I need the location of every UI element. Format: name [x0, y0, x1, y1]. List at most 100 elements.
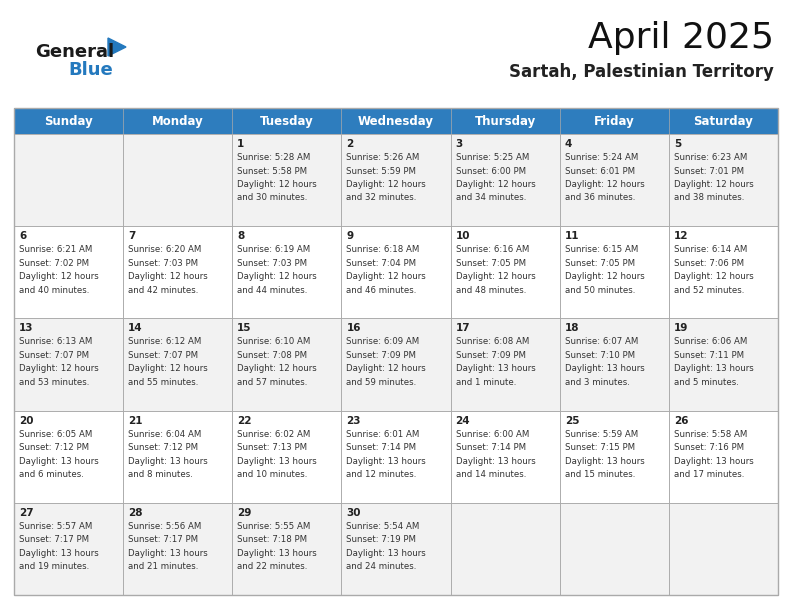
Text: Daylight: 13 hours: Daylight: 13 hours	[674, 364, 754, 373]
Text: Sunset: 7:13 PM: Sunset: 7:13 PM	[238, 443, 307, 452]
Text: Daylight: 13 hours: Daylight: 13 hours	[455, 364, 535, 373]
Bar	[451, 108, 560, 134]
Text: Sunrise: 6:04 AM: Sunrise: 6:04 AM	[128, 430, 201, 439]
Text: Sunrise: 6:18 AM: Sunrise: 6:18 AM	[346, 245, 420, 254]
Bar	[232, 134, 341, 226]
Text: Daylight: 13 hours: Daylight: 13 hours	[565, 457, 645, 466]
Text: April 2025: April 2025	[588, 21, 774, 55]
Text: Sunrise: 6:12 AM: Sunrise: 6:12 AM	[128, 337, 201, 346]
Text: and 21 minutes.: and 21 minutes.	[128, 562, 199, 571]
Bar	[232, 503, 341, 595]
Text: Sunrise: 6:23 AM: Sunrise: 6:23 AM	[674, 153, 747, 162]
Text: Sunrise: 6:20 AM: Sunrise: 6:20 AM	[128, 245, 201, 254]
Text: 11: 11	[565, 231, 579, 241]
Text: 23: 23	[346, 416, 361, 425]
Text: 17: 17	[455, 323, 470, 334]
Text: Sunset: 7:06 PM: Sunset: 7:06 PM	[674, 259, 744, 267]
Text: 26: 26	[674, 416, 688, 425]
Text: and 15 minutes.: and 15 minutes.	[565, 470, 635, 479]
Text: Sunrise: 6:06 AM: Sunrise: 6:06 AM	[674, 337, 747, 346]
Text: 5: 5	[674, 139, 681, 149]
Text: Sunset: 7:03 PM: Sunset: 7:03 PM	[128, 259, 198, 267]
Text: Daylight: 12 hours: Daylight: 12 hours	[238, 180, 317, 189]
Text: Sunrise: 6:15 AM: Sunrise: 6:15 AM	[565, 245, 638, 254]
Text: Thursday: Thursday	[474, 114, 535, 127]
Text: and 55 minutes.: and 55 minutes.	[128, 378, 199, 387]
Text: Sunset: 7:14 PM: Sunset: 7:14 PM	[346, 443, 417, 452]
Text: Sunset: 5:59 PM: Sunset: 5:59 PM	[346, 166, 417, 176]
Text: Daylight: 13 hours: Daylight: 13 hours	[19, 549, 99, 558]
Bar	[669, 411, 778, 503]
Text: and 52 minutes.: and 52 minutes.	[674, 286, 744, 295]
Bar	[560, 411, 669, 503]
Text: and 17 minutes.: and 17 minutes.	[674, 470, 744, 479]
Text: Sunrise: 6:13 AM: Sunrise: 6:13 AM	[19, 337, 93, 346]
Text: Daylight: 12 hours: Daylight: 12 hours	[455, 272, 535, 281]
Text: Sunset: 7:09 PM: Sunset: 7:09 PM	[346, 351, 417, 360]
Text: Daylight: 13 hours: Daylight: 13 hours	[346, 457, 426, 466]
Bar	[451, 503, 560, 595]
Text: 9: 9	[346, 231, 353, 241]
Bar	[232, 108, 341, 134]
Text: 30: 30	[346, 508, 361, 518]
Text: Sunday: Sunday	[44, 114, 93, 127]
Text: and 1 minute.: and 1 minute.	[455, 378, 516, 387]
Text: Sunset: 7:01 PM: Sunset: 7:01 PM	[674, 166, 744, 176]
Text: and 19 minutes.: and 19 minutes.	[19, 562, 89, 571]
Text: and 8 minutes.: and 8 minutes.	[128, 470, 193, 479]
Text: Sunset: 7:05 PM: Sunset: 7:05 PM	[455, 259, 526, 267]
Text: Sunset: 7:10 PM: Sunset: 7:10 PM	[565, 351, 635, 360]
Bar	[451, 134, 560, 226]
Text: Daylight: 12 hours: Daylight: 12 hours	[128, 364, 208, 373]
Text: 18: 18	[565, 323, 579, 334]
Text: and 38 minutes.: and 38 minutes.	[674, 193, 744, 203]
Text: Sunrise: 5:28 AM: Sunrise: 5:28 AM	[238, 153, 310, 162]
Text: and 12 minutes.: and 12 minutes.	[346, 470, 417, 479]
Text: General: General	[35, 43, 114, 61]
Text: and 5 minutes.: and 5 minutes.	[674, 378, 739, 387]
Bar	[232, 226, 341, 318]
Bar	[14, 503, 123, 595]
Text: and 3 minutes.: and 3 minutes.	[565, 378, 630, 387]
Text: Sunrise: 5:24 AM: Sunrise: 5:24 AM	[565, 153, 638, 162]
Text: and 59 minutes.: and 59 minutes.	[346, 378, 417, 387]
Text: Sunset: 7:12 PM: Sunset: 7:12 PM	[128, 443, 198, 452]
Text: and 44 minutes.: and 44 minutes.	[238, 286, 307, 295]
Text: Sunset: 5:58 PM: Sunset: 5:58 PM	[238, 166, 307, 176]
Bar	[14, 411, 123, 503]
Text: Blue: Blue	[68, 61, 112, 79]
Text: Sunrise: 6:21 AM: Sunrise: 6:21 AM	[19, 245, 93, 254]
Text: Sunset: 7:07 PM: Sunset: 7:07 PM	[19, 351, 89, 360]
Text: Daylight: 13 hours: Daylight: 13 hours	[674, 457, 754, 466]
Text: Sunset: 7:11 PM: Sunset: 7:11 PM	[674, 351, 744, 360]
Bar	[123, 108, 232, 134]
Text: Daylight: 13 hours: Daylight: 13 hours	[565, 364, 645, 373]
Bar	[669, 226, 778, 318]
Text: Tuesday: Tuesday	[260, 114, 314, 127]
Bar	[14, 108, 778, 595]
Text: Daylight: 13 hours: Daylight: 13 hours	[455, 457, 535, 466]
Text: Sunset: 7:16 PM: Sunset: 7:16 PM	[674, 443, 744, 452]
Text: and 40 minutes.: and 40 minutes.	[19, 286, 89, 295]
Text: Sunrise: 5:57 AM: Sunrise: 5:57 AM	[19, 522, 93, 531]
Text: and 50 minutes.: and 50 minutes.	[565, 286, 635, 295]
Bar	[451, 226, 560, 318]
Bar	[560, 134, 669, 226]
Text: 4: 4	[565, 139, 572, 149]
Text: Sunset: 7:14 PM: Sunset: 7:14 PM	[455, 443, 526, 452]
Text: and 10 minutes.: and 10 minutes.	[238, 470, 307, 479]
Text: Daylight: 12 hours: Daylight: 12 hours	[674, 180, 754, 189]
Text: Sunset: 7:05 PM: Sunset: 7:05 PM	[565, 259, 635, 267]
Text: Sunrise: 5:25 AM: Sunrise: 5:25 AM	[455, 153, 529, 162]
Text: Sunset: 6:00 PM: Sunset: 6:00 PM	[455, 166, 526, 176]
Text: Sunset: 7:04 PM: Sunset: 7:04 PM	[346, 259, 417, 267]
Bar	[560, 226, 669, 318]
Text: 2: 2	[346, 139, 354, 149]
Text: 20: 20	[19, 416, 33, 425]
Text: 25: 25	[565, 416, 579, 425]
Text: and 34 minutes.: and 34 minutes.	[455, 193, 526, 203]
Text: and 14 minutes.: and 14 minutes.	[455, 470, 526, 479]
Text: and 32 minutes.: and 32 minutes.	[346, 193, 417, 203]
Text: Sunset: 7:03 PM: Sunset: 7:03 PM	[238, 259, 307, 267]
Text: Sunset: 7:12 PM: Sunset: 7:12 PM	[19, 443, 89, 452]
